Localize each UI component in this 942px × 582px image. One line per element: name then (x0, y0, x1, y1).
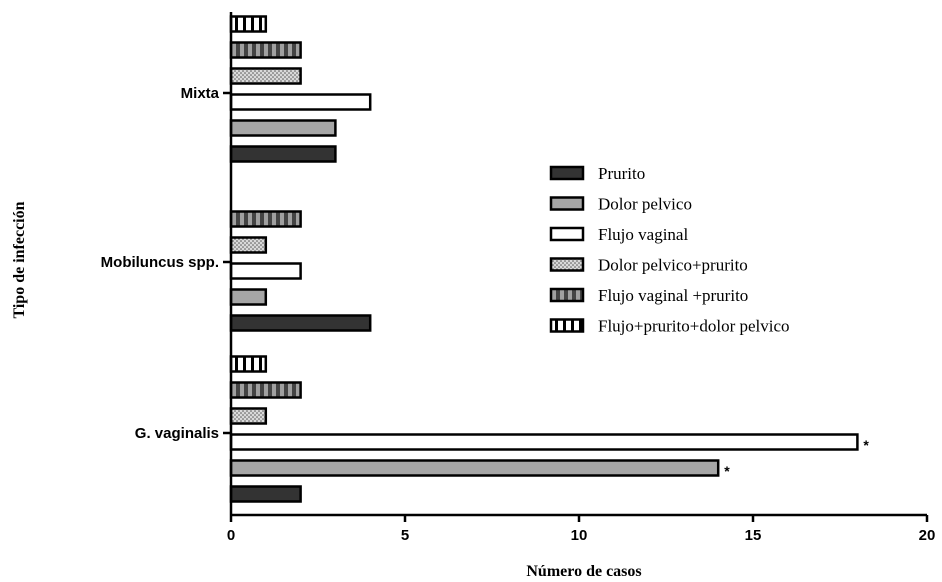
bar-mixta-dolor-pelvico (229, 119, 337, 137)
bar-mixta-dolor-pelvico-prurito (229, 67, 302, 85)
legend-label-dolor-pelvico: Dolor pelvico (598, 195, 692, 214)
legend-swatch-flujo-prurito-dolor-pelvico (549, 318, 585, 333)
bar-mixta-prurito (229, 145, 337, 163)
bar-g-vaginalis-flujo-vaginal (229, 433, 859, 451)
legend: Prurito Dolor pelvico Flujo vaginal Dolor p… (549, 164, 790, 336)
legend-label-flujo-prurito-dolor-pelvico: Flujo+prurito+dolor pelvico (598, 317, 790, 336)
x-tick-label: 10 (571, 527, 588, 544)
category-label-g-vaginalis: G. vaginalis (135, 425, 219, 442)
annotation-flujo-vaginal: * (863, 437, 869, 453)
annotation-dolor-pelvico: * (724, 463, 730, 479)
y-axis-title: Tipo de infección (11, 201, 28, 318)
legend-swatch-dolor-pelvico-prurito (549, 257, 585, 272)
bar-mobiluncus-spp-dolor-pelvico (229, 288, 268, 306)
bar-g-vaginalis-flujo-vaginal-prurito (229, 381, 302, 399)
x-tick-label: 0 (227, 527, 235, 544)
bar-g-vaginalis-dolor-pelvico (229, 459, 720, 477)
bar-mixta-flujo-prurito-dolor-pelvico (229, 15, 268, 33)
legend-label-flujo-vaginal-prurito: Flujo vaginal +prurito (598, 286, 748, 305)
legend-label-flujo-vaginal: Flujo vaginal (598, 225, 688, 244)
bar-mobiluncus-spp-prurito (229, 314, 372, 332)
legend-swatch-prurito (549, 165, 585, 181)
x-tick-label: 20 (919, 527, 936, 544)
legend-swatch-dolor-pelvico (549, 196, 585, 211)
bar-g-vaginalis-dolor-pelvico-prurito (229, 407, 268, 425)
bar-mobiluncus-spp-flujo-vaginal-prurito (229, 210, 302, 228)
x-tick-label: 15 (745, 527, 762, 544)
bar-mobiluncus-spp-flujo-vaginal (229, 262, 302, 280)
bar-g-vaginalis-prurito (229, 485, 302, 503)
bar-g-vaginalis-flujo-prurito-dolor-pelvico (229, 355, 268, 373)
category-label-mixta: Mixta (181, 85, 220, 102)
x-tick-label: 5 (401, 527, 409, 544)
bar-mobiluncus-spp-dolor-pelvico-prurito (229, 236, 268, 254)
bar-mixta-flujo-vaginal (229, 93, 372, 111)
legend-swatch-flujo-vaginal-prurito (549, 287, 585, 303)
axes-layer: 0 5 10 15 20 G. vaginalis Mobiluncus spp. Mixta (101, 12, 936, 544)
legend-label-prurito: Prurito (598, 164, 645, 183)
bar-mixta-flujo-vaginal-prurito (229, 41, 302, 59)
category-label-mobiluncus-spp: Mobiluncus spp. (101, 254, 219, 271)
legend-swatch-flujo-vaginal (549, 226, 585, 242)
legend-label-dolor-pelvico-prurito: Dolor pelvico+prurito (598, 256, 748, 275)
x-axis-title: Número de casos (526, 563, 641, 580)
